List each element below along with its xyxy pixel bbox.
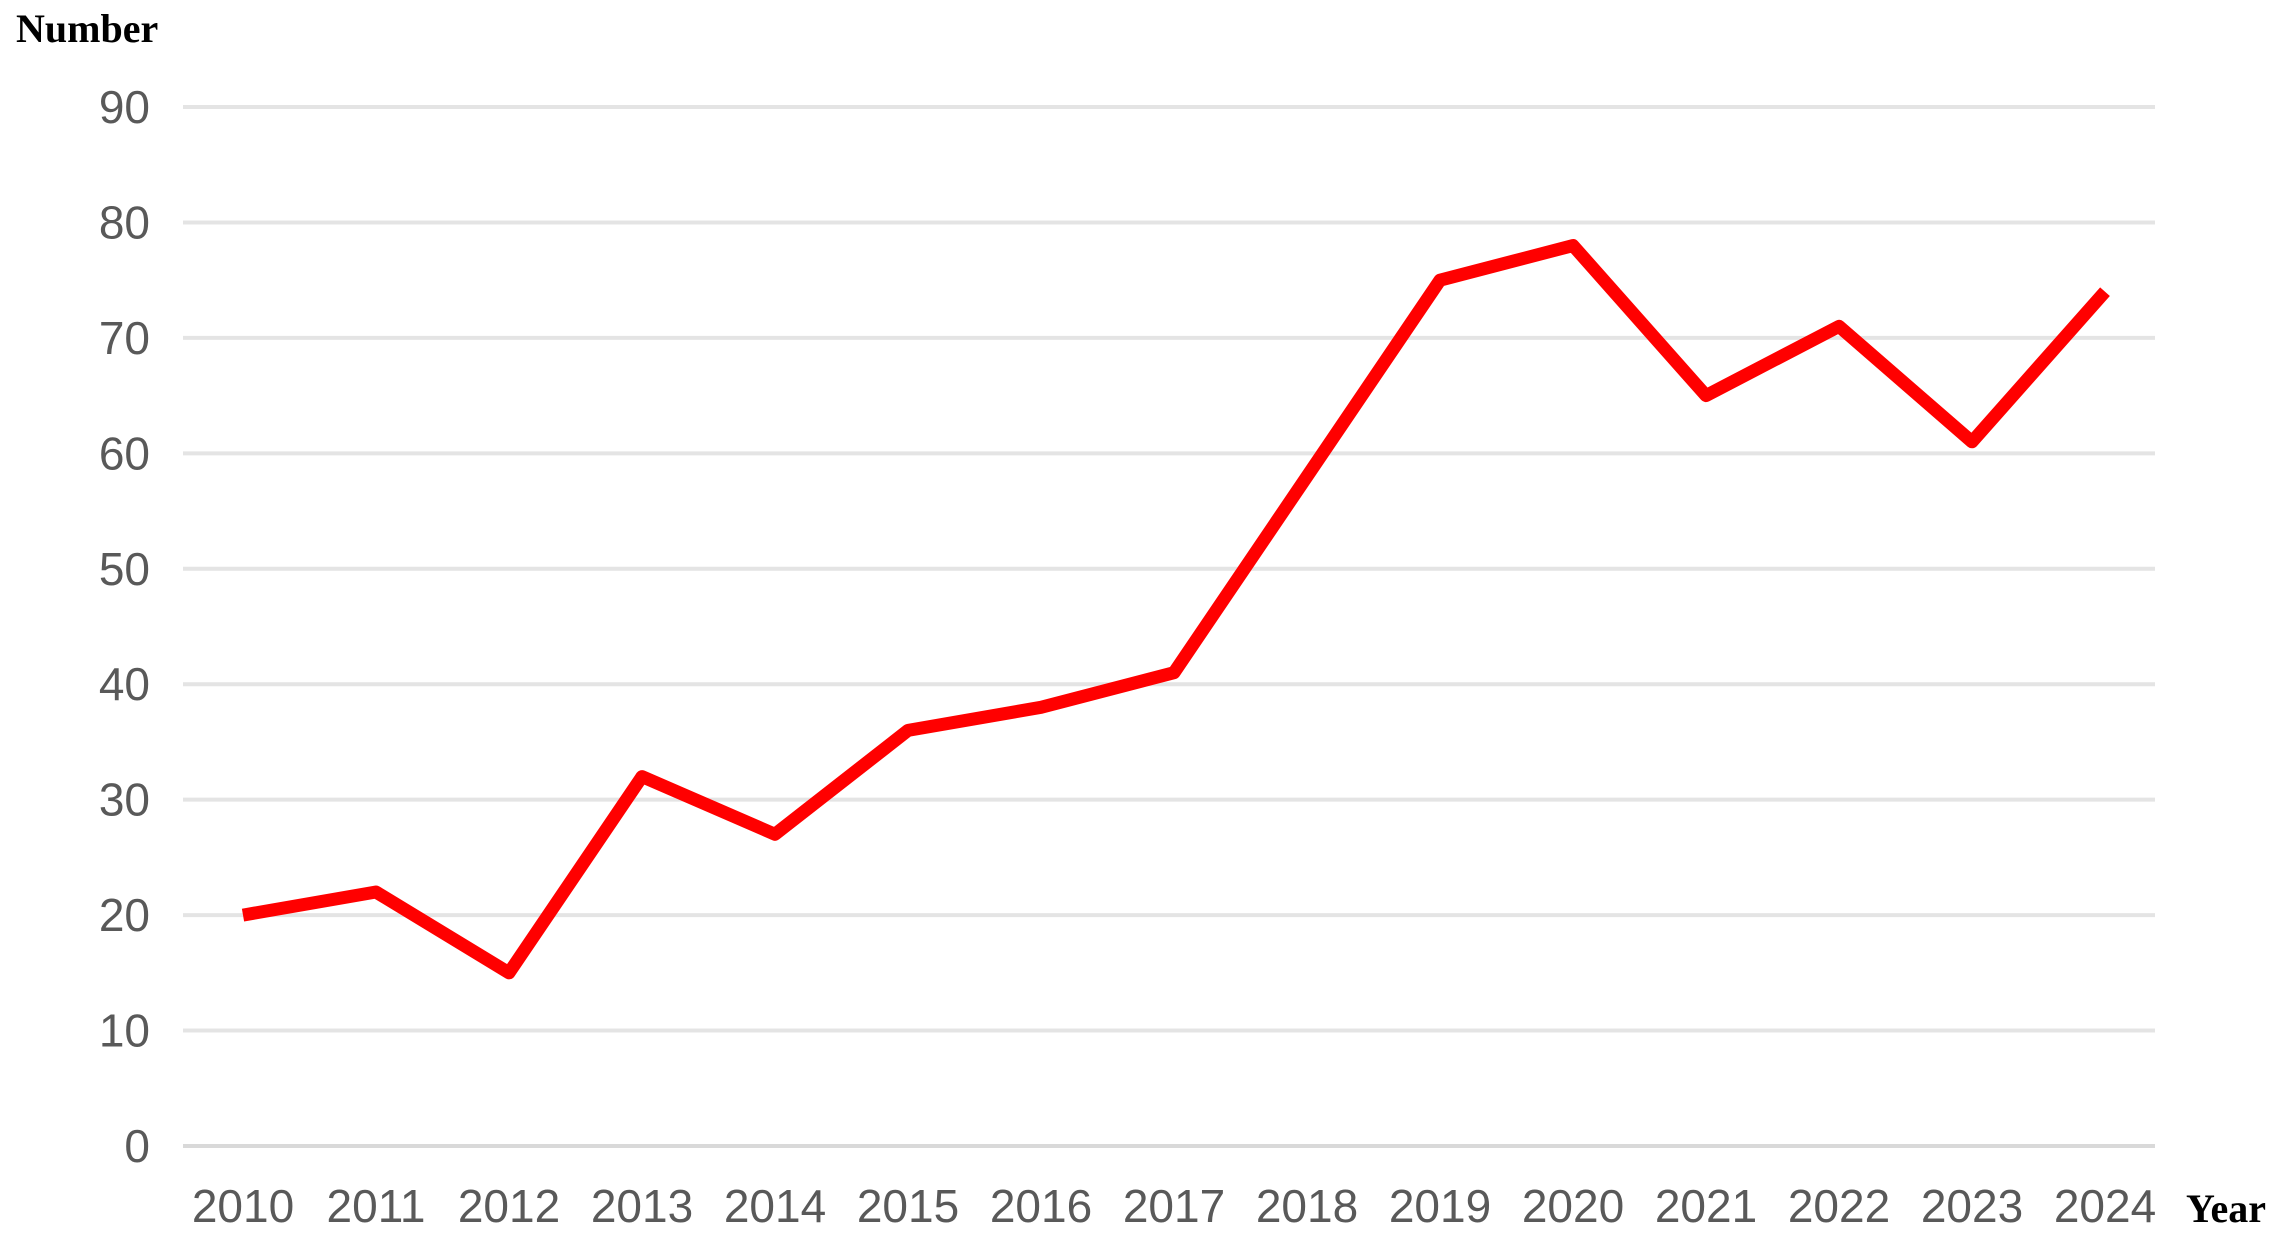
x-tick-label: 2014 [724,1180,826,1232]
number-series-line [241,239,2110,980]
y-tick-label: 40 [99,658,150,710]
y-tick-label: 20 [99,889,150,941]
y-tick-label: 90 [99,81,150,133]
y-axis-tick-labels: 0 10 20 30 40 50 60 70 80 90 [99,81,150,1172]
x-tick-label: 2011 [327,1180,426,1232]
x-tick-label: 2019 [1389,1180,1491,1232]
x-tick-label: 2015 [857,1180,959,1232]
y-tick-label: 60 [99,427,150,479]
y-tick-label: 50 [99,543,150,595]
x-tick-label: 2017 [1123,1180,1225,1232]
y-tick-label: 70 [99,312,150,364]
x-tick-label: 2021 [1655,1180,1757,1232]
x-axis-tick-labels: 2010 2011 2012 2013 2014 2015 2016 2017 2018 2019… [192,1180,2156,1232]
x-tick-label: 2020 [1522,1180,1624,1232]
x-tick-label: 2018 [1256,1180,1358,1232]
x-tick-label: 2022 [1788,1180,1890,1232]
y-tick-label: 0 [124,1120,150,1172]
y-tick-label: 10 [99,1005,150,1057]
x-tick-label: 2010 [192,1180,294,1232]
gridlines-group [183,105,2155,1148]
y-tick-label: 30 [99,774,150,826]
x-tick-label: 2013 [591,1180,693,1232]
x-tick-label: 2023 [1921,1180,2023,1232]
x-tick-label: 2012 [458,1180,560,1232]
y-axis-title: Number [16,6,158,51]
y-tick-label: 80 [99,196,150,248]
x-axis-title: Year [2186,1186,2266,1231]
x-tick-label: 2016 [990,1180,1092,1232]
x-tick-label: 2024 [2054,1180,2156,1232]
